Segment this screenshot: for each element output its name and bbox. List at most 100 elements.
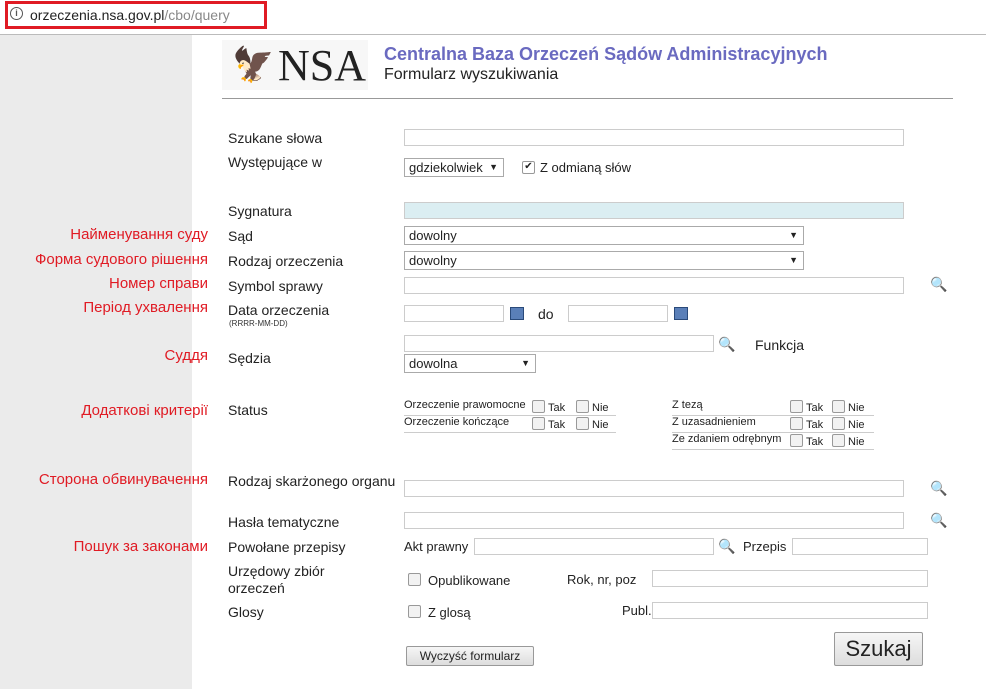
inflection-label: Z odmianą słów <box>540 160 632 175</box>
annotation: Пошук за законами <box>73 538 208 555</box>
ruling-type-select[interactable]: dowolny ▼ <box>404 251 804 270</box>
status-yes-checkbox[interactable] <box>790 417 803 430</box>
occurs-in-value: gdziekolwiek <box>409 160 483 175</box>
status-no-checkbox[interactable] <box>576 400 589 413</box>
status-yes-checkbox[interactable] <box>532 417 545 430</box>
case-symbol-input[interactable] <box>404 277 904 294</box>
search-words-input[interactable] <box>404 129 904 146</box>
label-authority-type: Rodzaj skarżonego organu <box>228 473 396 489</box>
annotation: Номер справи <box>109 275 208 292</box>
clear-form-button[interactable]: Wyczyść formularz <box>406 646 534 666</box>
label-case-symbol: Symbol sprawy <box>228 278 323 294</box>
magnifier-icon[interactable]: 🔍 <box>718 336 736 352</box>
status-no-label: Nie <box>592 419 609 431</box>
url-path: /cbo/query <box>164 7 230 23</box>
logo[interactable] <box>222 40 368 90</box>
provision-input[interactable] <box>792 538 928 555</box>
status-yes-label: Tak <box>806 436 824 448</box>
authority-type-input[interactable] <box>404 480 904 497</box>
info-icon[interactable]: i <box>10 7 23 20</box>
magnifier-icon[interactable]: 🔍 <box>930 480 948 496</box>
gloss-checkbox[interactable] <box>408 605 421 618</box>
function-value: dowolna <box>409 356 458 371</box>
status-no-label: Nie <box>592 402 609 414</box>
chevron-down-icon: ▼ <box>521 358 530 368</box>
row-divider <box>672 432 874 433</box>
date-to-label: do <box>538 306 554 322</box>
chevron-down-icon: ▼ <box>789 230 798 240</box>
calendar-icon[interactable] <box>674 307 688 320</box>
label-occurs-in: Występujące w <box>228 154 323 170</box>
label-status: Status <box>228 402 268 418</box>
row-divider <box>672 415 874 416</box>
published-checkbox[interactable] <box>408 573 421 586</box>
date-format-hint: (RRRR-MM-DD) <box>229 319 288 328</box>
status-yes-checkbox[interactable] <box>790 400 803 413</box>
occurs-in-select[interactable]: gdziekolwiek ▼ <box>404 158 504 177</box>
annotation: Сторона обвинувачення <box>38 471 208 488</box>
date-from-input[interactable] <box>404 305 504 322</box>
chevron-down-icon: ▼ <box>489 162 498 172</box>
url-domain: orzeczenia.nsa.gov.pl <box>30 7 165 23</box>
logo-text: NSA <box>278 41 367 90</box>
row-divider <box>672 449 874 450</box>
act-input[interactable] <box>474 538 714 555</box>
court-value: dowolny <box>409 228 457 243</box>
status-no-label: Nie <box>848 419 865 431</box>
annotation: Суддя <box>164 347 208 364</box>
label-judge: Sędzia <box>228 350 271 366</box>
court-select[interactable]: dowolny ▼ <box>404 226 804 245</box>
act-label: Akt prawny <box>404 539 469 554</box>
magnifier-icon[interactable]: 🔍 <box>930 276 948 292</box>
row-divider <box>404 415 616 416</box>
label-glosses: Glosy <box>228 604 264 620</box>
status-no-checkbox[interactable] <box>832 417 845 430</box>
keywords-input[interactable] <box>404 512 904 529</box>
label-date: Data orzeczenia <box>228 302 330 318</box>
judge-input[interactable] <box>404 335 714 352</box>
function-label: Funkcja <box>755 337 805 353</box>
page-subtitle: Formularz wyszukiwania <box>384 66 559 83</box>
magnifier-icon[interactable]: 🔍 <box>930 512 948 528</box>
status-yes-label: Tak <box>806 402 824 414</box>
calendar-icon[interactable] <box>510 307 524 320</box>
status-no-label: Nie <box>848 402 865 414</box>
label-cited: Powołane przepisy <box>228 539 346 555</box>
browser-toolbar <box>0 0 986 35</box>
label-keywords: Hasła tematyczne <box>228 514 340 530</box>
label-search-words: Szukane słowa <box>228 130 323 146</box>
annotation: Період ухвалення <box>83 299 208 316</box>
annotation: Форма судового рішення <box>34 251 208 268</box>
label-court: Sąd <box>228 228 253 244</box>
status-criterion-label: Ze zdaniem odrębnym <box>672 433 782 445</box>
status-criterion-label: Z tezą <box>672 399 703 411</box>
annotation: Найменування суду <box>70 226 208 243</box>
status-yes-checkbox[interactable] <box>532 400 545 413</box>
status-no-checkbox[interactable] <box>832 400 845 413</box>
signature-input[interactable] <box>404 202 904 219</box>
status-yes-label: Tak <box>548 402 566 414</box>
divider <box>222 98 953 99</box>
publ-label: Publ. <box>622 603 652 618</box>
provision-label: Przepis <box>743 539 787 554</box>
status-no-label: Nie <box>848 436 865 448</box>
publ-input[interactable] <box>652 602 928 619</box>
search-button[interactable]: Szukaj <box>834 632 923 666</box>
status-no-checkbox[interactable] <box>576 417 589 430</box>
date-to-input[interactable] <box>568 305 668 322</box>
ruling-type-value: dowolny <box>409 253 457 268</box>
label-official: Urzędowy zbiór orzeczeń <box>228 563 325 596</box>
inflection-checkbox[interactable]: ✔ <box>522 161 535 174</box>
rok-input[interactable] <box>652 570 928 587</box>
status-yes-label: Tak <box>806 419 824 431</box>
rok-label: Rok, nr, poz <box>567 572 637 587</box>
status-no-checkbox[interactable] <box>832 434 845 447</box>
label-signature: Sygnatura <box>228 203 292 219</box>
status-criterion-label: Orzeczenie prawomocne <box>404 399 526 411</box>
status-criterion-label: Orzeczenie kończące <box>404 416 510 428</box>
eagle-emblem-icon: 🦅 <box>232 46 275 84</box>
function-select[interactable]: dowolna ▼ <box>404 354 536 373</box>
address-bar[interactable]: orzeczenia.nsa.gov.pl/cbo/query <box>30 7 230 23</box>
status-yes-checkbox[interactable] <box>790 434 803 447</box>
magnifier-icon[interactable]: 🔍 <box>718 538 736 554</box>
